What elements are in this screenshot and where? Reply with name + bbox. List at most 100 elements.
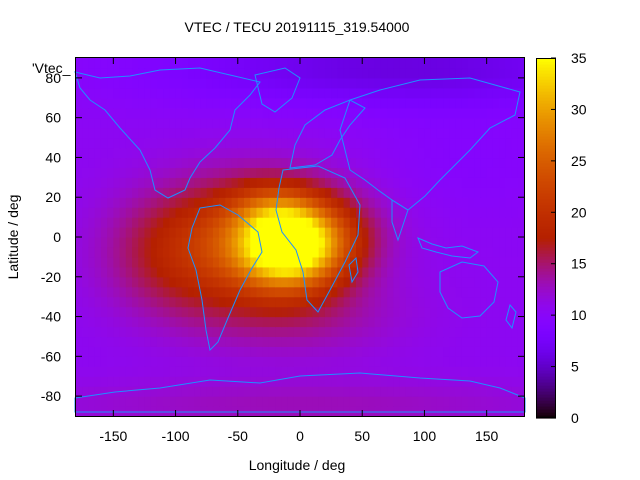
heatmap-cell <box>393 406 401 417</box>
heatmap-cell <box>343 336 351 347</box>
colorbar-segment <box>536 76 556 80</box>
heatmap-cell <box>231 276 239 288</box>
heatmap-cell <box>250 336 258 347</box>
heatmap-cell <box>163 286 170 298</box>
heatmap-cell <box>88 187 96 198</box>
heatmap-cell <box>455 217 463 228</box>
heatmap-cell <box>505 276 513 288</box>
heatmap-cell <box>169 207 177 218</box>
heatmap-cell <box>480 346 488 357</box>
heatmap-cell <box>312 266 320 278</box>
heatmap-cell <box>237 326 245 338</box>
colorbar-segment <box>536 100 556 104</box>
colorbar-segment <box>536 295 556 299</box>
heatmap-cell <box>225 406 233 417</box>
heatmap-cell <box>94 157 102 168</box>
heatmap-cell <box>275 117 282 129</box>
heatmap-cell <box>281 326 289 338</box>
heatmap-cell <box>132 366 139 377</box>
heatmap-cell <box>268 87 276 99</box>
heatmap-cell <box>424 306 432 318</box>
heatmap-cell <box>343 87 351 99</box>
chart-title: VTEC / TECU 20191115_319.54000 <box>185 19 410 35</box>
x-tick-label: 100 <box>413 428 437 444</box>
heatmap-cell <box>356 376 363 387</box>
heatmap-cell <box>150 276 158 288</box>
heatmap-cell <box>387 266 394 278</box>
heatmap-cell <box>443 406 450 417</box>
heatmap-cell <box>312 286 320 298</box>
heatmap-cell <box>499 326 506 338</box>
heatmap-cell <box>356 58 363 69</box>
heatmap-cell <box>324 376 332 387</box>
heatmap-cell <box>200 217 208 228</box>
heatmap-cell <box>412 276 419 288</box>
heatmap-cell <box>480 157 488 168</box>
heatmap-cell <box>144 276 152 288</box>
heatmap-cell <box>405 177 413 188</box>
heatmap-cell <box>443 386 450 397</box>
heatmap-cell <box>368 197 376 208</box>
heatmap-cell <box>94 306 102 318</box>
heatmap-cell <box>387 256 394 268</box>
heatmap-cell <box>169 117 177 129</box>
heatmap-cell <box>349 227 357 238</box>
heatmap-cell <box>505 87 513 99</box>
heatmap-cell <box>169 107 177 119</box>
heatmap-cell <box>256 97 264 109</box>
heatmap-cell <box>287 127 295 139</box>
heatmap-cell <box>163 326 170 338</box>
heatmap-cell <box>337 137 345 149</box>
heatmap-cell <box>156 246 164 258</box>
heatmap-cell <box>163 107 170 119</box>
heatmap-cell <box>76 167 83 178</box>
heatmap-cell <box>511 197 519 208</box>
heatmap-cell <box>88 266 96 278</box>
heatmap-cell <box>380 167 388 178</box>
heatmap-cell <box>194 246 202 258</box>
heatmap-cell <box>492 396 500 407</box>
heatmap-layer <box>76 58 525 417</box>
heatmap-cell <box>132 137 139 149</box>
heatmap-cell <box>125 366 133 377</box>
heatmap-cell <box>100 256 108 268</box>
heatmap-cell <box>399 346 407 357</box>
heatmap-cell <box>237 137 245 149</box>
heatmap-cell <box>76 256 83 268</box>
heatmap-cell <box>455 326 463 338</box>
heatmap-cell <box>94 376 102 387</box>
heatmap-cell <box>194 167 202 178</box>
heatmap-cell <box>281 266 289 278</box>
heatmap-cell <box>107 58 114 69</box>
heatmap-cell <box>181 356 189 367</box>
heatmap-cell <box>517 246 525 258</box>
heatmap-cell <box>368 137 376 149</box>
heatmap-cell <box>237 77 245 89</box>
heatmap-cell <box>225 396 233 407</box>
heatmap-cell <box>163 117 170 129</box>
heatmap-cell <box>125 58 133 69</box>
heatmap-cell <box>200 127 208 139</box>
heatmap-cell <box>138 167 146 178</box>
heatmap-cell <box>268 286 276 298</box>
heatmap-cell <box>443 296 450 308</box>
heatmap-cell <box>132 376 139 387</box>
heatmap-cell <box>206 306 214 318</box>
heatmap-cell <box>244 207 251 218</box>
heatmap-cell <box>76 366 83 377</box>
heatmap-cell <box>362 207 370 218</box>
heatmap-cell <box>356 197 363 208</box>
heatmap-cell <box>150 246 158 258</box>
heatmap-cell <box>100 207 108 218</box>
heatmap-cell <box>436 396 444 407</box>
heatmap-cell <box>455 157 463 168</box>
heatmap-cell <box>374 266 382 278</box>
colorbar-segment <box>536 160 556 164</box>
heatmap-cell <box>368 207 376 218</box>
heatmap-cell <box>219 217 226 228</box>
heatmap-cell <box>76 356 83 367</box>
heatmap-cell <box>206 127 214 139</box>
heatmap-cell <box>144 386 152 397</box>
heatmap-cell <box>244 77 251 89</box>
heatmap-cell <box>430 286 438 298</box>
